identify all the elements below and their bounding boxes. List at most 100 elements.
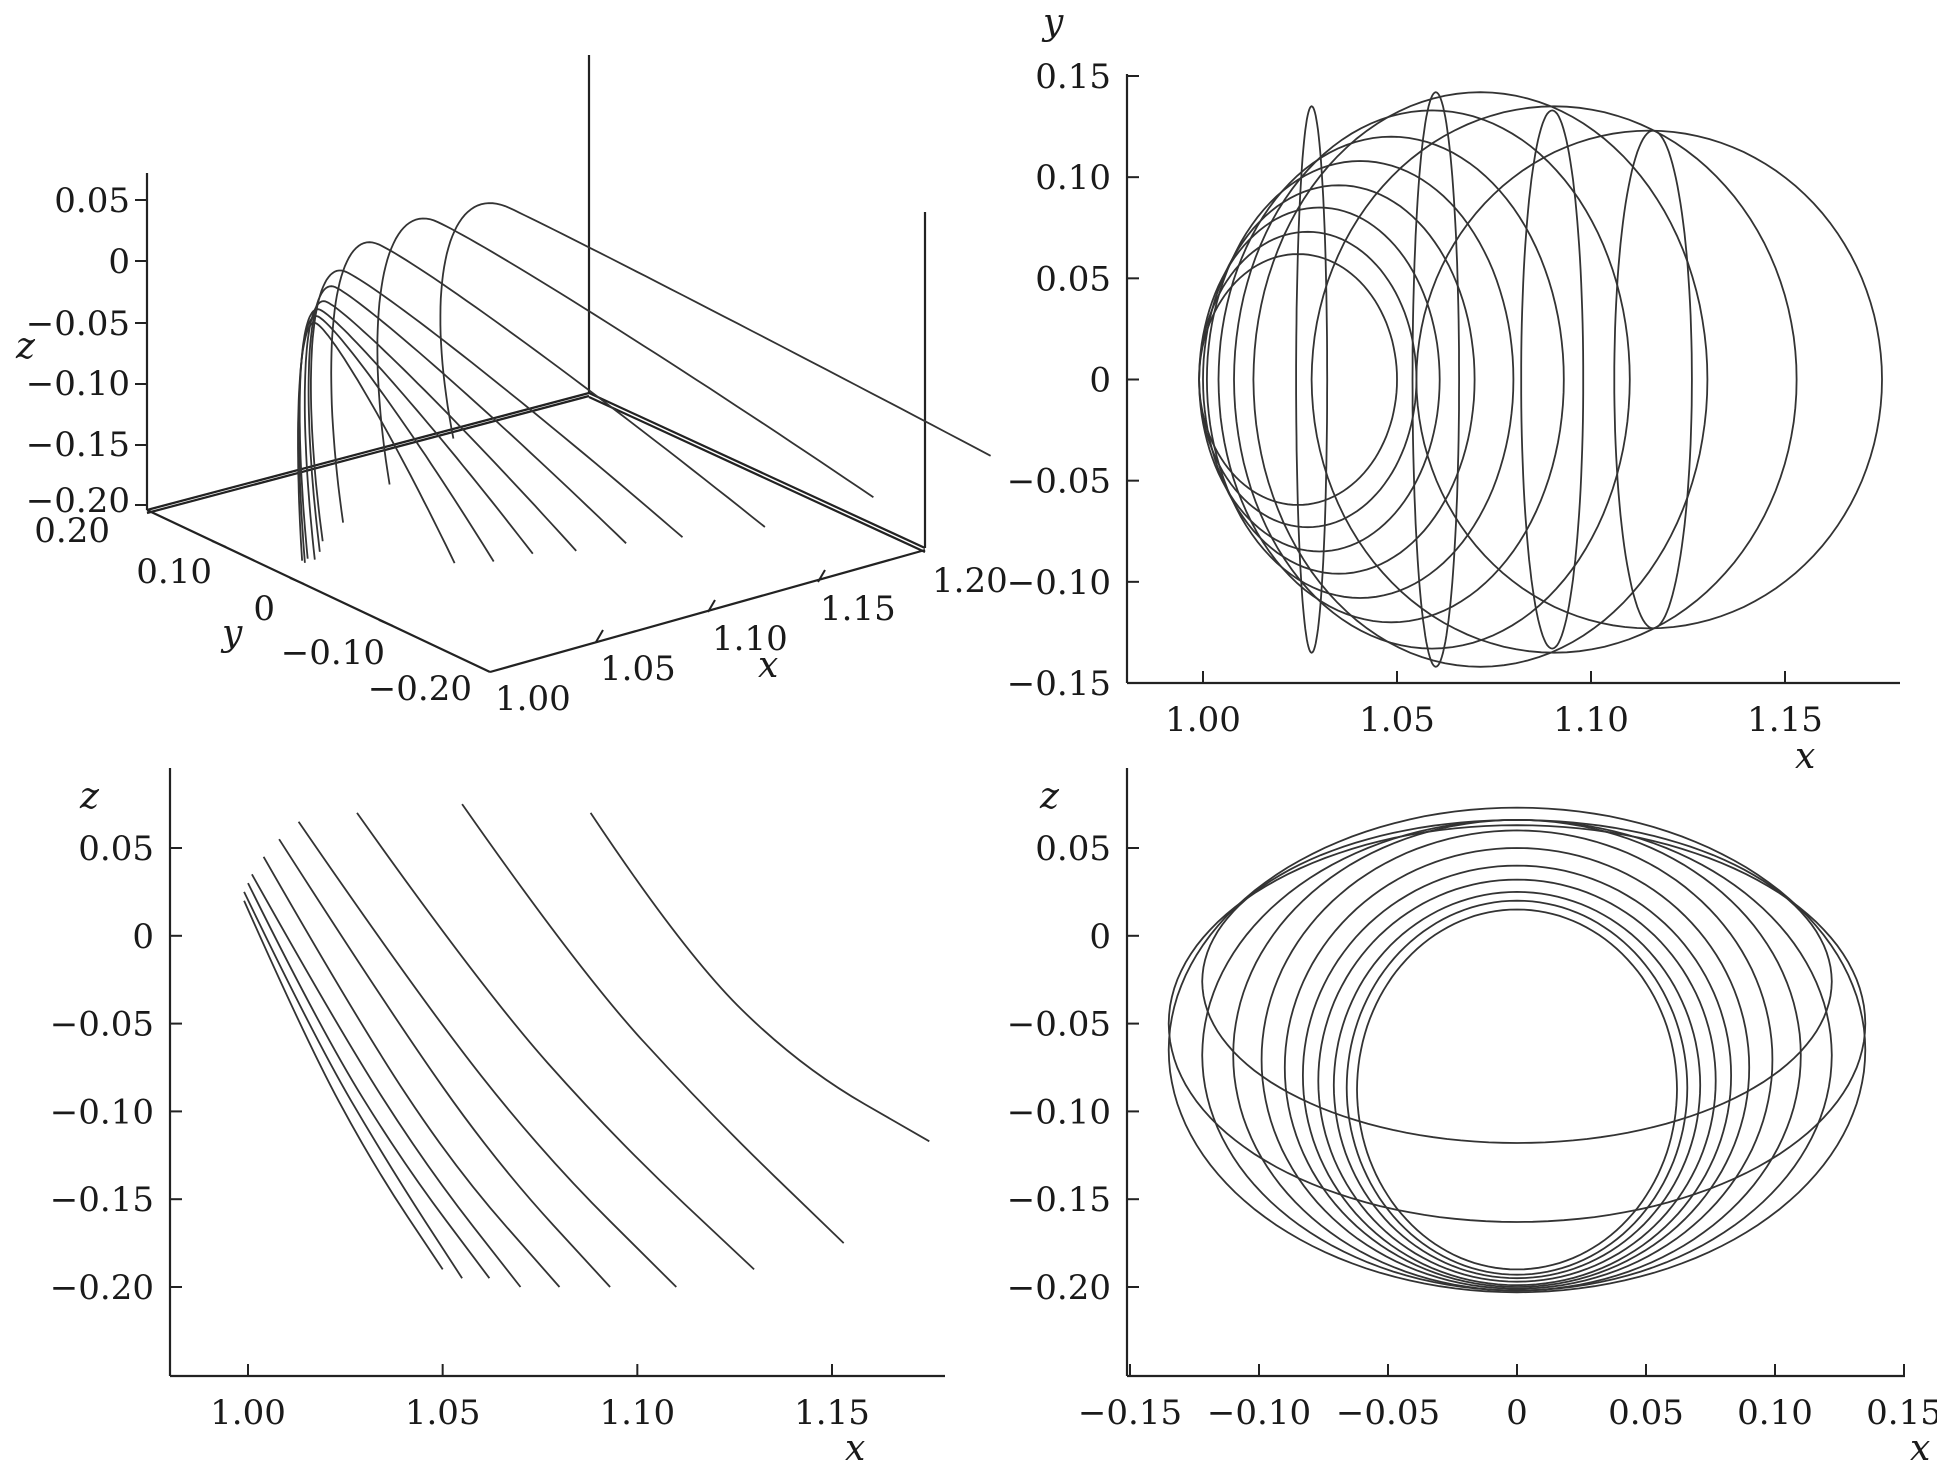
- panel-3d-arc-3: [303, 300, 577, 560]
- panel-3d-x-tick-1: 1.05: [600, 649, 676, 689]
- panel-xz-sym-x-tick-1: −0.10: [1207, 1393, 1311, 1433]
- panel-xz-y-tick-1: 0: [132, 917, 154, 957]
- panel-3d-y-label: y: [220, 613, 243, 654]
- panel-xz-sym-loop-3: [1317, 878, 1717, 1283]
- panel-xy-loop-3: [1202, 184, 1476, 575]
- panel-xz-sym-ticks: −0.15 −0.10 −0.05 0 0.05 0.10 0.15 0.05 0 −0.05 −0…: [1007, 829, 1937, 1433]
- panel-3d-axes: [145, 55, 927, 674]
- panel-3d-y-axis: [146, 509, 491, 673]
- panel-3d-arc-4: [307, 285, 627, 552]
- panel-xz-x-tick-0: 1.00: [210, 1393, 286, 1433]
- panel-xz-sym-x-tick-4: 0.05: [1608, 1393, 1684, 1433]
- panel-xz-sym-loop-6: [1260, 829, 1774, 1290]
- panel-3d-x-tickmark-1: [595, 629, 604, 643]
- panel-xz-sym-loop-1: [1345, 899, 1689, 1276]
- panel-xy-vloop-3: [1613, 129, 1693, 630]
- panel-3d-z-tick-1: 0: [108, 242, 130, 282]
- panel-3d-x-tick-4: 1.20: [932, 561, 1008, 601]
- panel-xz-sym-loop-4: [1301, 864, 1733, 1287]
- panel-xz-y-tick-2: −0.05: [50, 1005, 154, 1045]
- panel-3d-x-tickmark-3: [817, 569, 826, 583]
- panel-xz-curves: [243, 803, 930, 1288]
- panel-xy-vloop-2: [1520, 109, 1585, 650]
- panel-xy-y-tick-0: 0.15: [1035, 57, 1111, 97]
- panel-3d-z-tick-5: −0.20: [26, 481, 130, 521]
- panel-xy-y-tick-1: 0.10: [1035, 158, 1111, 198]
- panel-xz-sym-loop-8: [1201, 818, 1833, 1292]
- panel-3d-z-tick-4: −0.15: [26, 425, 130, 465]
- panel-xz-ticks: 1.00 1.05 1.10 1.15 0.05 0 −0.05 −0.10 −0.15 −0.2…: [50, 829, 870, 1433]
- panel-3d-back-floor-edge-2: [146, 394, 590, 515]
- panel-3d-ticks: 0.05 0 −0.05 −0.10 −0.15 −0.20 0.20 0.10…: [15, 181, 1008, 719]
- panel-xy-loop-2: [1198, 206, 1441, 553]
- panel-xz-sym-loop-0: [1356, 908, 1678, 1271]
- panel-xy-y-tick-2: 0.05: [1035, 259, 1111, 299]
- panel-3d-y-tick-1: 0.10: [136, 552, 212, 592]
- panel-xy-vloop-1: [1411, 91, 1461, 668]
- panel-xz-y-tick-0: 0.05: [78, 829, 154, 869]
- panel-3d-x-tickmark-2: [707, 599, 716, 613]
- panel-xy-loop-8: [1310, 105, 1798, 654]
- panel-xz-series-2: [247, 882, 491, 1279]
- panel-xz-series-4: [262, 856, 561, 1288]
- panel-xy: 1.00 1.05 1.10 1.15 0.15 0.10 0.05 0 −0.05 −0.10 −…: [1007, 2, 1900, 777]
- panel-3d-x-tick-3: 1.15: [820, 589, 896, 629]
- panel-3d-y-tickmark-1: [211, 540, 227, 548]
- panel-3d-arc-7: [376, 217, 874, 499]
- panel-xz-sym-y-tick-1: 0: [1089, 917, 1111, 957]
- panel-xz-series-0: [243, 900, 444, 1270]
- panel-3d-x-tick-2: 1.10: [712, 619, 788, 659]
- panel-xy-curves: [1198, 91, 1883, 668]
- panel-xy-y-tick-6: −0.15: [1007, 664, 1111, 704]
- panel-3d-arc-1: [298, 315, 495, 563]
- panel-3d-curves: [297, 202, 992, 564]
- panel-xz-y-tick-3: −0.10: [50, 1092, 154, 1132]
- panel-xz-sym-x-tick-0: −0.15: [1078, 1393, 1182, 1433]
- panel-xz-sym-y-tick-4: −0.15: [1007, 1180, 1111, 1220]
- panel-xy-x-tick-2: 1.10: [1553, 700, 1629, 740]
- panel-xz-sym-y-tick-3: −0.10: [1007, 1092, 1111, 1132]
- panel-xz-series-6: [297, 821, 677, 1288]
- panel-xz-series-8: [461, 803, 845, 1244]
- panel-xz-sym-hloop-1: [1167, 824, 1867, 1223]
- panel-xz-sym-x-tick-2: −0.05: [1336, 1393, 1440, 1433]
- panel-3d-y-tick-4: −0.20: [368, 669, 472, 709]
- panel-xy-y-tick-5: −0.10: [1007, 563, 1111, 603]
- panel-xz-sym-loop-5: [1283, 847, 1751, 1288]
- panel-xy-loop-5: [1217, 135, 1565, 624]
- panel-xz-sym-loop-2: [1332, 890, 1702, 1280]
- panel-xy-ticks: 1.00 1.05 1.10 1.15 0.15 0.10 0.05 0 −0.05 −0.10 −…: [1007, 57, 1823, 740]
- panel-xz-sym-x-tick-5: 0.10: [1737, 1393, 1813, 1433]
- panel-xz-z-label: z: [79, 776, 100, 817]
- panel-3d-right-floor-edge: [588, 392, 926, 549]
- panel-xy-loop-9: [1415, 129, 1883, 630]
- panel-xz-sym-x-label: x: [1910, 1428, 1930, 1469]
- panel-xz-sym-hloop-0: [1201, 818, 1833, 1144]
- panel-xy-y-tick-3: 0: [1089, 361, 1111, 401]
- panel-xz-sym-y-tick-0: 0.05: [1035, 829, 1111, 869]
- panel-3d-arc-2: [298, 308, 534, 559]
- panel-xy-y-tick-4: −0.05: [1007, 462, 1111, 502]
- panel-3d-y-tick-0: 0.20: [34, 511, 110, 551]
- panel-xy-x-tick-1: 1.05: [1359, 700, 1435, 740]
- panel-xy-y-label: y: [1041, 2, 1064, 43]
- panel-xz-series-9: [589, 812, 930, 1143]
- panel-3d-z-tick-3: −0.10: [26, 364, 130, 404]
- panel-3d-x-label: x: [758, 645, 778, 686]
- panel-xz-x-tick-3: 1.15: [794, 1393, 870, 1433]
- panel-3d-y-tick-3: −0.10: [281, 633, 385, 673]
- panel-xz-series-3: [251, 873, 522, 1288]
- panel-xz-y-tick-4: −0.15: [50, 1180, 154, 1220]
- panel-xy-x-tick-3: 1.15: [1747, 700, 1823, 740]
- panel-3d-right-floor-edge-2: [588, 396, 926, 553]
- panel-xz-x-label: x: [845, 1428, 865, 1469]
- panel-xy-x-label: x: [1795, 736, 1815, 777]
- panel-xy-loop-0: [1198, 253, 1398, 506]
- panel-3d-y-tickmark-3: [378, 619, 394, 627]
- panel-xz-sym-loop-9: [1167, 806, 1867, 1294]
- panel-xz: 1.00 1.05 1.10 1.15 0.05 0 −0.05 −0.10 −0.15 −0.2…: [50, 768, 945, 1469]
- panel-3d: 0.05 0 −0.05 −0.10 −0.15 −0.20 0.20 0.10…: [15, 55, 1008, 719]
- panel-3d-arc-5: [310, 269, 684, 542]
- panel-xz-x-tick-1: 1.05: [405, 1393, 481, 1433]
